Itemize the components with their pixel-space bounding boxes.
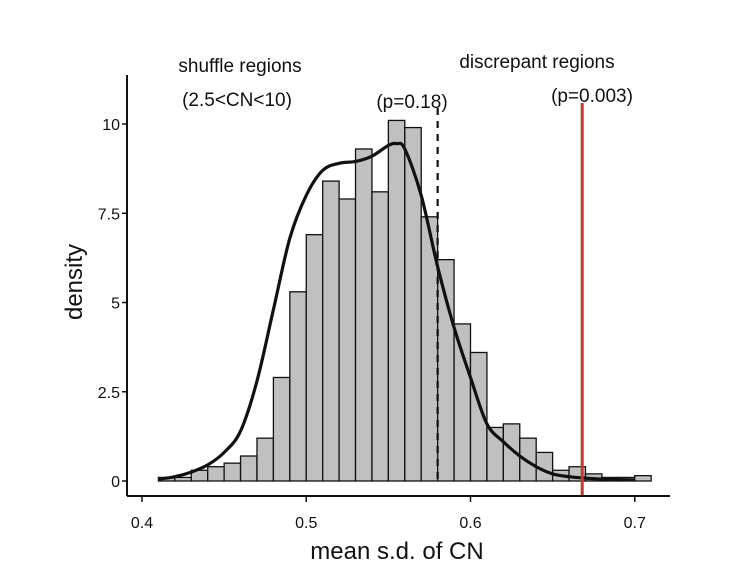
density-curve xyxy=(158,141,635,482)
histogram-bar xyxy=(207,466,225,482)
histogram-bar xyxy=(387,119,406,482)
x-axis-title: mean s.d. of CN xyxy=(310,538,483,562)
histogram-bar xyxy=(354,148,373,482)
reference-lines xyxy=(436,103,584,496)
histogram-bars xyxy=(157,119,652,482)
y-tick-label: 10 xyxy=(102,117,120,134)
histogram-bar xyxy=(469,351,488,482)
p-value-shuffle-label: (p=0.18) xyxy=(376,92,447,113)
x-tick-label: 0.5 xyxy=(295,515,317,532)
histogram-bar xyxy=(305,234,324,482)
p-value-discrepant-label: (p=0.003) xyxy=(551,86,633,107)
shuffle-label-line2: (2.5<CN<10) xyxy=(182,90,292,111)
y-tick-label: 7.5 xyxy=(98,206,120,223)
histogram-bar xyxy=(223,462,242,482)
x-tick-label: 0.4 xyxy=(131,515,153,532)
histogram-bar xyxy=(239,455,258,482)
x-axis-ticks: 0.4 0.5 0.6 0.7 xyxy=(131,496,646,532)
histogram-bar xyxy=(634,474,652,482)
histogram-bar xyxy=(322,180,340,482)
y-axis-title: density xyxy=(61,244,88,320)
shuffle-label-line1: shuffle regions xyxy=(178,56,301,77)
histogram-bar xyxy=(256,437,275,482)
y-tick-label: 2.5 xyxy=(98,385,120,402)
histogram-bar xyxy=(453,323,472,482)
y-tick-label: 5 xyxy=(111,296,120,313)
x-tick-label: 0.6 xyxy=(459,515,481,532)
y-axis-ticks: 0 2.5 5 7.5 10 xyxy=(98,117,127,491)
histogram-bar xyxy=(338,198,357,482)
x-tick-label: 0.7 xyxy=(624,515,646,532)
discrepant-label-line1: discrepant regions xyxy=(459,52,614,73)
y-tick-label: 0 xyxy=(111,474,120,491)
histogram-bar xyxy=(272,376,291,482)
histogram-bar xyxy=(404,126,422,482)
histogram-bar xyxy=(174,476,192,482)
histogram-bar xyxy=(289,291,307,482)
histogram-bar xyxy=(371,191,390,482)
